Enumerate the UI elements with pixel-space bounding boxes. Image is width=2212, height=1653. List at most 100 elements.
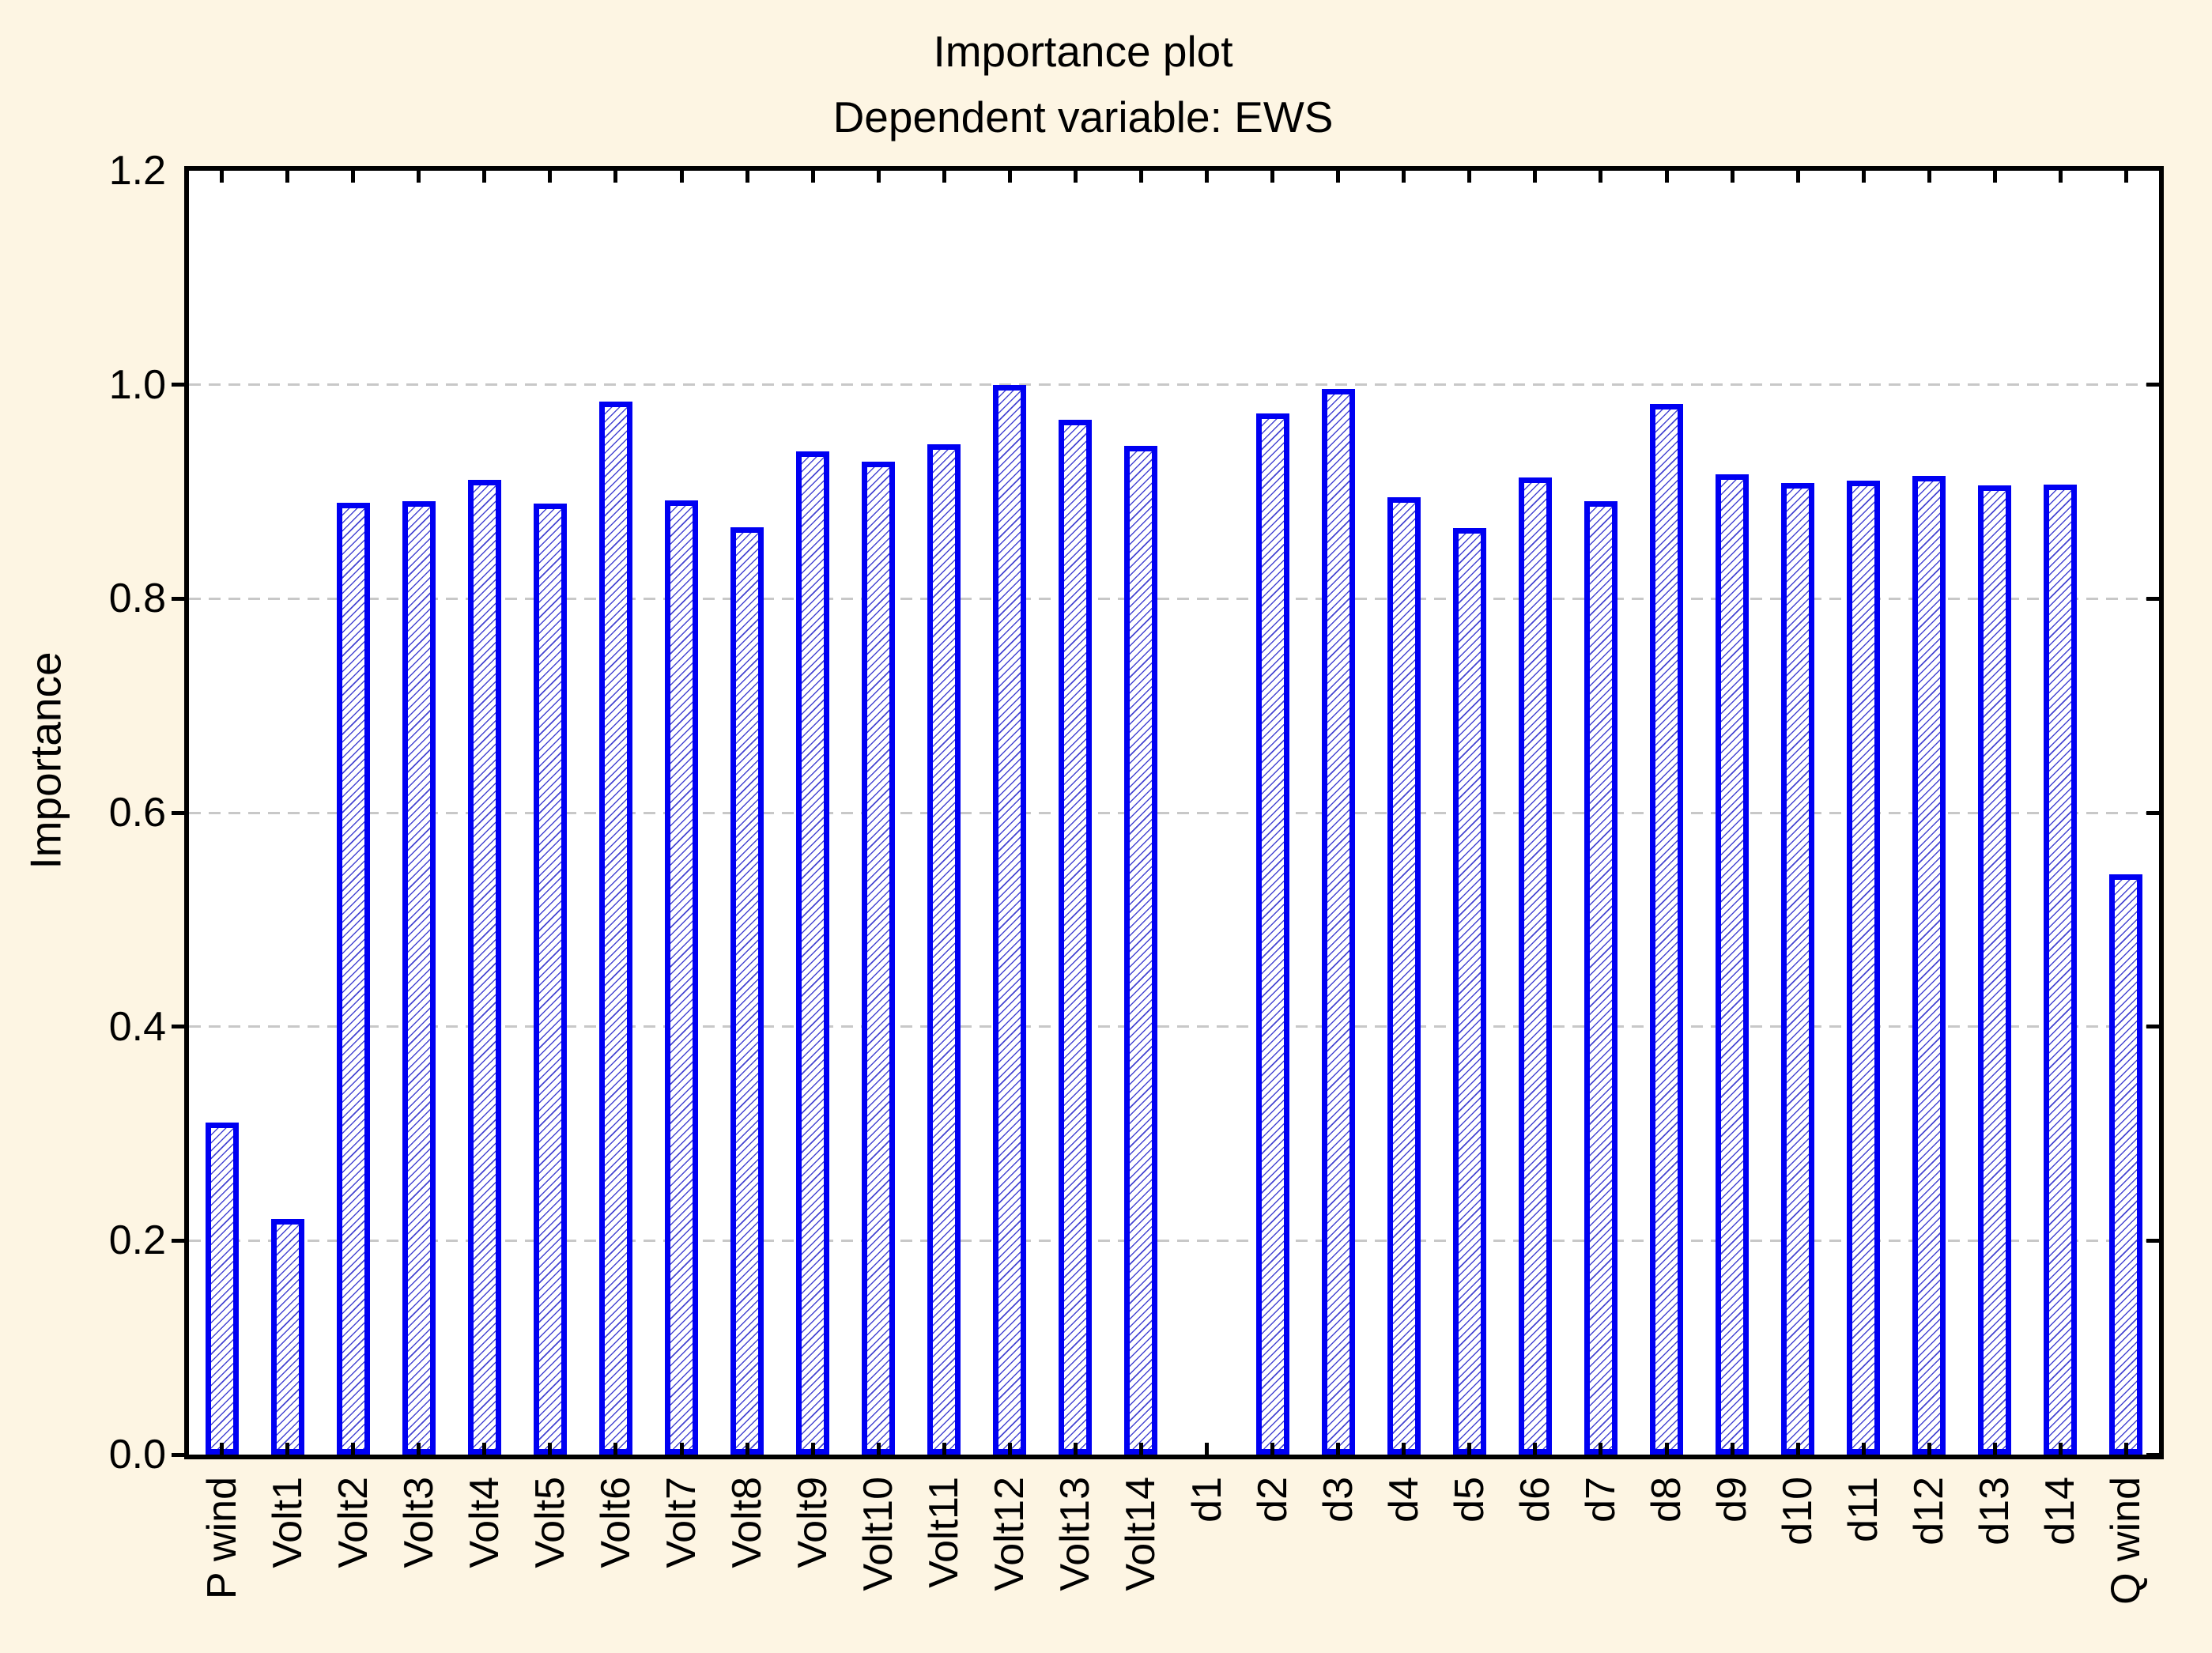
x-tick-top <box>2123 171 2128 183</box>
bar-d4 <box>1387 497 1421 1455</box>
x-tick-label: d8 <box>1644 1477 1689 1523</box>
bar-d6 <box>1518 477 1552 1455</box>
y-tick-label: 0.4 <box>108 1003 166 1050</box>
x-tick-bottom <box>876 1443 881 1455</box>
x-tick-top <box>1927 171 1931 183</box>
chart-title: Importance plot <box>933 27 1233 76</box>
x-tick-bottom <box>1861 1443 1866 1455</box>
y-tick-left <box>172 1452 184 1457</box>
x-tick-label: d2 <box>1249 1477 1296 1523</box>
x-tick-top <box>942 171 946 183</box>
bar-d7 <box>1584 501 1617 1455</box>
x-tick-label: Q wind <box>2103 1477 2150 1605</box>
x-tick-top <box>1664 171 1669 183</box>
x-tick-top <box>1533 171 1538 183</box>
gridline-0.4 <box>189 1025 2159 1028</box>
bar-Volt13 <box>1059 420 1093 1455</box>
bar-d10 <box>1781 483 1815 1455</box>
x-tick-top <box>876 171 881 183</box>
y-tick-left <box>172 596 184 601</box>
x-tick-bottom <box>1992 1443 1997 1455</box>
x-tick-bottom <box>1007 1443 1012 1455</box>
x-tick-label: Volt12 <box>987 1477 1033 1591</box>
x-tick-label: d1 <box>1183 1477 1230 1523</box>
x-tick-top <box>1861 171 1866 183</box>
y-tick-right <box>2146 383 2159 387</box>
chart-subtitle: Dependent variable: EWS <box>832 92 1334 142</box>
x-tick-bottom <box>942 1443 946 1455</box>
x-tick-bottom <box>810 1443 815 1455</box>
x-tick-bottom <box>1599 1443 1603 1455</box>
gridline-1.0 <box>189 383 2159 387</box>
x-tick-top <box>1270 171 1275 183</box>
y-tick-label: 1.0 <box>108 361 166 408</box>
x-tick-bottom <box>2123 1443 2128 1455</box>
x-tick-top <box>1336 171 1341 183</box>
chart-header: Importance plot Dependent variable: EWS <box>0 0 2166 139</box>
x-tick-bottom <box>745 1443 749 1455</box>
x-tick-label: d4 <box>1380 1477 1427 1523</box>
gridline-0.8 <box>189 597 2159 600</box>
bar-Volt12 <box>993 385 1027 1455</box>
x-tick-top <box>1007 171 1012 183</box>
x-tick-bottom <box>1270 1443 1275 1455</box>
x-tick-label: d9 <box>1709 1477 1756 1523</box>
x-tick-bottom <box>1138 1443 1143 1455</box>
x-tick-top <box>417 171 421 183</box>
x-tick-label: d7 <box>1577 1477 1624 1523</box>
y-tick-right <box>2146 1452 2159 1457</box>
x-tick-bottom <box>1795 1443 1800 1455</box>
y-axis-title: Importance <box>21 651 70 870</box>
y-tick-label: 0.0 <box>108 1432 166 1478</box>
x-tick-top <box>220 171 225 183</box>
x-tick-bottom <box>1730 1443 1734 1455</box>
y-tick-left <box>172 810 184 815</box>
bar-Volt14 <box>1124 446 1158 1455</box>
y-tick-right <box>2146 1238 2159 1243</box>
x-tick-label: Volt8 <box>724 1477 771 1568</box>
x-tick-label: Volt3 <box>395 1477 442 1568</box>
y-tick-left <box>172 1238 184 1243</box>
bar-d12 <box>1912 476 1946 1455</box>
x-tick-top <box>1730 171 1734 183</box>
bar-d3 <box>1321 389 1355 1455</box>
x-tick-bottom <box>1073 1443 1078 1455</box>
y-tick-label: 0.6 <box>108 790 166 836</box>
bar-Volt6 <box>598 402 632 1455</box>
y-tick-label: 0.8 <box>108 576 166 622</box>
x-tick-bottom <box>2058 1443 2063 1455</box>
x-tick-top <box>1599 171 1603 183</box>
x-tick-top <box>745 171 749 183</box>
x-tick-top <box>613 171 618 183</box>
bar-Volt8 <box>730 527 764 1455</box>
x-tick-top <box>810 171 815 183</box>
y-tick-left <box>172 1025 184 1029</box>
bar-d5 <box>1452 528 1486 1455</box>
x-tick-label: d11 <box>1840 1477 1887 1542</box>
x-tick-bottom <box>417 1443 421 1455</box>
x-tick-bottom <box>285 1443 290 1455</box>
gridline-0.6 <box>189 811 2159 814</box>
x-tick-label: Volt1 <box>264 1477 311 1568</box>
x-tick-top <box>1205 171 1210 183</box>
y-tick-right <box>2146 596 2159 601</box>
x-tick-top <box>1073 171 1078 183</box>
bar-Volt10 <box>862 462 896 1455</box>
x-tick-label: d10 <box>1775 1477 1821 1545</box>
x-tick-bottom <box>1205 1443 1210 1455</box>
x-tick-bottom <box>1467 1443 1472 1455</box>
x-tick-bottom <box>1533 1443 1538 1455</box>
x-tick-label: Volt7 <box>659 1477 704 1568</box>
x-tick-label: Volt2 <box>330 1477 376 1568</box>
x-tick-label: Volt14 <box>1118 1477 1165 1591</box>
bar-Volt5 <box>533 504 567 1455</box>
y-tick-right <box>2146 810 2159 815</box>
bar-Volt4 <box>467 480 501 1455</box>
bar-d8 <box>1650 404 1683 1455</box>
bar-d14 <box>2044 485 2078 1455</box>
x-tick-top <box>1402 171 1406 183</box>
x-tick-top <box>351 171 356 183</box>
x-tick-label: P wind <box>198 1477 245 1600</box>
x-tick-top <box>482 171 487 183</box>
